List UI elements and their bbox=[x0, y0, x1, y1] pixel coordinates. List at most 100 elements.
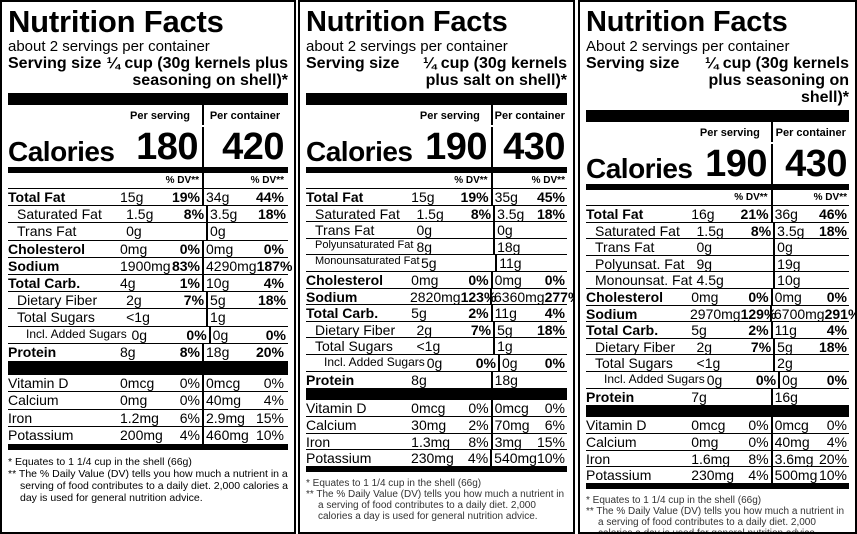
serving-amount: 0g bbox=[416, 222, 433, 239]
nutrient-row: Saturated Fat 1.5g 8% 3.5g 18% bbox=[586, 222, 849, 240]
container-amount: 36g bbox=[774, 206, 798, 222]
vitamin-row: Vitamin D 0mcg 0% 0mcg 0% bbox=[586, 417, 849, 434]
nutrient-name: Total Sugars bbox=[595, 355, 673, 372]
serving-dv: 6% bbox=[179, 409, 200, 426]
nutrient-row: Total Sugars <1g 1g bbox=[8, 309, 288, 327]
serving-cell: 0mcg 0% bbox=[118, 375, 202, 392]
serving-cell: 0mg 0% bbox=[689, 434, 770, 450]
nutrient-row: Trans Fat 0g 0g bbox=[8, 223, 288, 241]
nutrient-row: Dietary Fiber 2g 7% 5g 18% bbox=[306, 321, 567, 339]
thick-divider bbox=[8, 360, 288, 375]
serving-cell: 1.5g 8% bbox=[695, 223, 774, 239]
serving-dv: 123% bbox=[460, 288, 497, 305]
container-amount: 3.5g bbox=[210, 206, 238, 223]
serving-amount: <1g bbox=[416, 338, 441, 355]
serving-cell: 2970mg 129% bbox=[688, 306, 776, 322]
container-dv: 4% bbox=[263, 392, 284, 409]
container-amount: 540mg bbox=[494, 450, 537, 467]
container-amount: 0g bbox=[212, 326, 229, 343]
serving-cell: 1.3mg 8% bbox=[409, 434, 490, 450]
container-dv: 18% bbox=[536, 205, 565, 222]
nutrient-row: Saturated Fat 1.5g 8% 3.5g 18% bbox=[8, 206, 288, 224]
serving-dv: 0% bbox=[468, 271, 489, 288]
vitamin-name: Iron bbox=[586, 450, 611, 467]
container-dv: 0% bbox=[826, 288, 847, 305]
dv-spacer bbox=[8, 173, 118, 188]
serving-dv: 8% bbox=[179, 343, 200, 360]
serving-cell: 0mg 0% bbox=[409, 272, 490, 288]
container-dv: 20% bbox=[255, 343, 284, 360]
container-cell: 500mg 10% bbox=[770, 467, 849, 483]
serving-dv: 4% bbox=[467, 450, 489, 467]
nutrient-name: Saturated Fat bbox=[595, 222, 680, 239]
container-dv: 4% bbox=[826, 322, 847, 339]
container-cell: 10g bbox=[773, 272, 849, 288]
container-cell: 3mg 15% bbox=[490, 433, 567, 450]
container-cell: 5g 18% bbox=[493, 321, 567, 338]
calories-label: Calories bbox=[586, 153, 693, 184]
serving-size-value: ¼ cup (30g kernels plus seasoning on she… bbox=[704, 55, 849, 106]
title: Nutrition Facts bbox=[306, 6, 508, 38]
dv-spacer bbox=[306, 173, 409, 188]
container-dv: 0% bbox=[826, 371, 847, 388]
serving-amount: 5g bbox=[421, 255, 437, 272]
serving-amount: 0g bbox=[126, 223, 142, 240]
container-cell: 0g 0% bbox=[208, 326, 288, 343]
dv-header-container: % DV** bbox=[202, 173, 286, 188]
footnote-serving: * Equates to 1 1/4 cup in the shell (66g… bbox=[8, 455, 192, 468]
serving-cell: 1.5g 8% bbox=[414, 206, 493, 222]
container-cell: 40mg 4% bbox=[770, 433, 849, 450]
container-dv: 187% bbox=[256, 257, 293, 274]
nutrient-name: Total Fat bbox=[306, 189, 364, 205]
nutrient-row: Total Fat 15g 19% 35g 45% bbox=[306, 189, 567, 206]
container-dv: 15% bbox=[255, 409, 284, 426]
serving-amount: 8g bbox=[120, 343, 136, 360]
serving-cell: 2820mg 123% bbox=[408, 289, 496, 305]
vitamin-row: Potassium 200mg 4% 460mg 10% bbox=[8, 427, 288, 450]
serving-cell: 15g 19% bbox=[409, 189, 490, 205]
serving-cell: 0mg 0% bbox=[118, 241, 202, 257]
container-amount: 0g bbox=[497, 222, 513, 239]
serving-cell: 0mg 0% bbox=[689, 289, 770, 305]
nutrient-row: Cholesterol 0mg 0% 0mg 0% bbox=[306, 271, 567, 289]
nutrient-row: Incl. Added Sugars 0g 0% 0g 0% bbox=[306, 354, 567, 372]
nutrient-name: Cholesterol bbox=[8, 240, 86, 257]
serving-cell: 0g bbox=[414, 222, 493, 238]
label-content: Nutrition Facts about 2 servings per cont… bbox=[8, 6, 292, 528]
nutrient-row: Saturated Fat 1.5g 8% 3.5g 18% bbox=[306, 205, 567, 223]
serving-cell: 0g 0% bbox=[425, 355, 498, 371]
container-amount: 70mg bbox=[494, 416, 530, 433]
container-cell: 16g bbox=[770, 388, 849, 406]
container-cell: 11g 4% bbox=[770, 322, 849, 339]
serving-dv: 4% bbox=[748, 467, 769, 484]
title: Nutrition Facts bbox=[586, 6, 788, 38]
container-cell: 540mg 10% bbox=[490, 450, 567, 466]
per-serving-header: Per serving bbox=[130, 110, 190, 122]
vitamin-name: Calcium bbox=[586, 433, 637, 450]
servings-per-container: about 2 servings per container bbox=[8, 38, 210, 55]
container-dv: 0% bbox=[544, 400, 565, 417]
serving-cell: 0mg 0% bbox=[118, 392, 202, 409]
nutrient-name: Incl. Added Sugars bbox=[604, 371, 705, 386]
serving-dv: 8% bbox=[750, 222, 772, 239]
container-cell: 1g bbox=[493, 338, 567, 354]
nutrient-row: Cholesterol 0mg 0% 0mg 0% bbox=[586, 288, 849, 306]
container-dv: 277% bbox=[544, 288, 573, 305]
container-dv: 10% bbox=[536, 450, 565, 467]
nutrient-name: Cholesterol bbox=[586, 288, 664, 305]
serving-cell: 1.2mg 6% bbox=[118, 410, 202, 427]
serving-amount: 9g bbox=[696, 255, 713, 272]
nutrient-row: Trans Fat 0g 0g bbox=[586, 239, 849, 256]
serving-cell: 230mg 4% bbox=[409, 450, 490, 466]
serving-amount: 16g bbox=[691, 206, 715, 222]
container-amount: 34g bbox=[206, 189, 230, 205]
container-cell: 460mg 10% bbox=[202, 427, 286, 444]
serving-cell: 2g 7% bbox=[695, 339, 774, 355]
container-cell: 3.6mg 20% bbox=[770, 450, 849, 467]
container-amount: 16g bbox=[774, 388, 798, 405]
container-amount: 0g bbox=[210, 223, 226, 240]
container-cell: 2.9mg 15% bbox=[202, 409, 286, 427]
nutrient-name: Cholesterol bbox=[306, 271, 384, 288]
serving-dv: 0% bbox=[179, 374, 200, 391]
vitamin-row: Calcium 0mg 0% 40mg 4% bbox=[8, 392, 288, 410]
